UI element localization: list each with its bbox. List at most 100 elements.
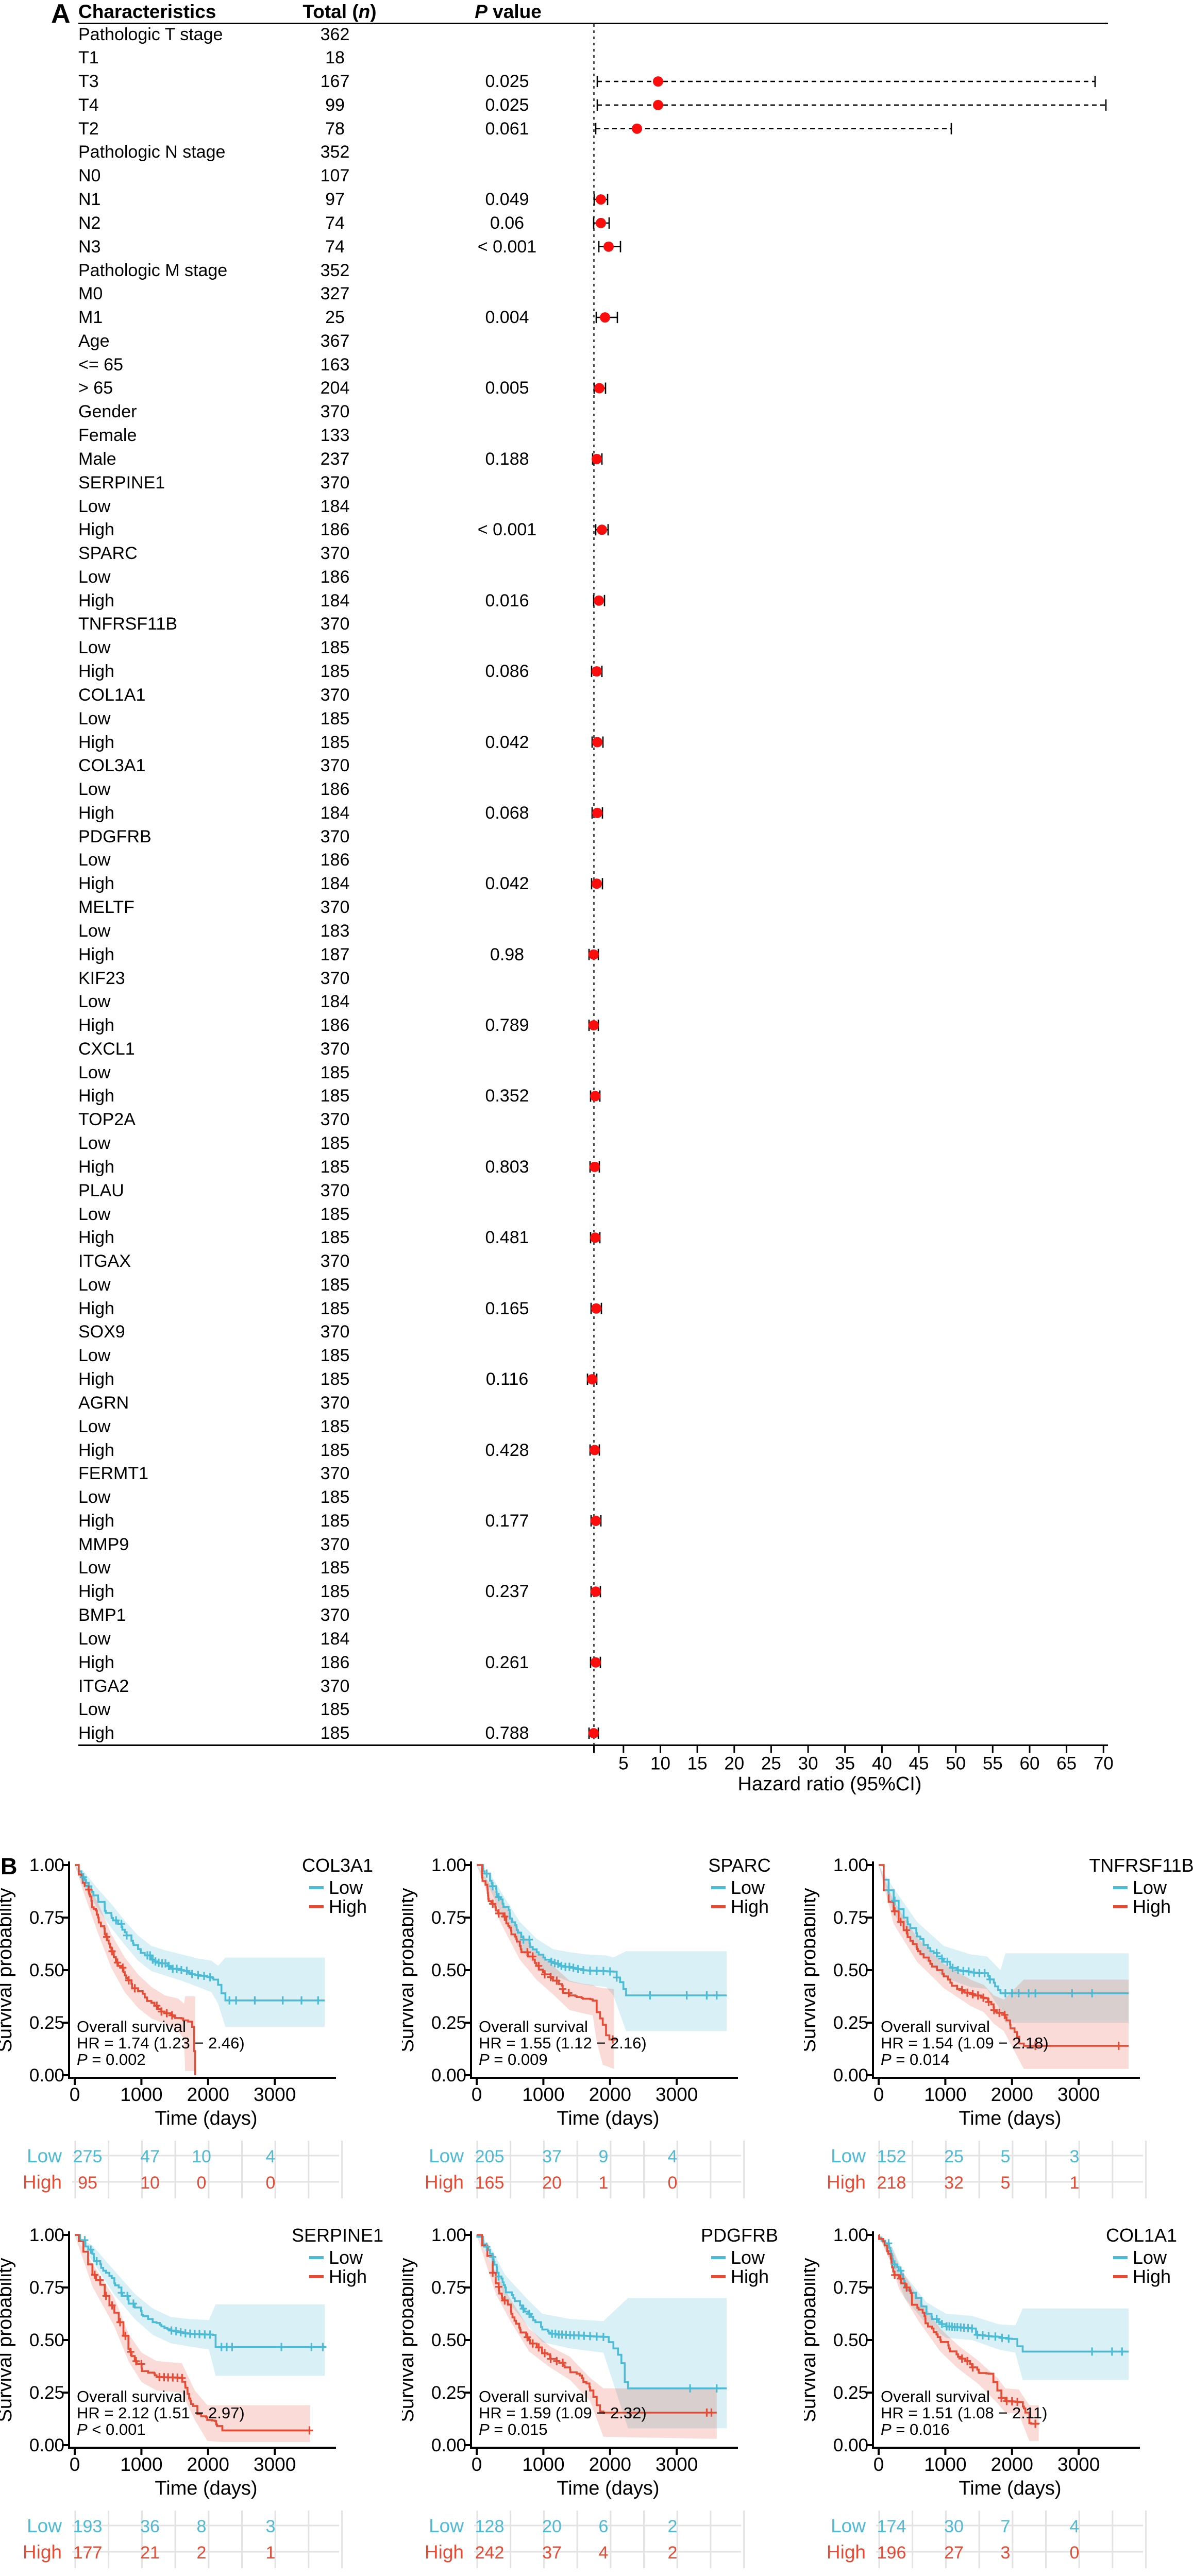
svg-text:1.00: 1.00	[833, 2225, 868, 2245]
svg-text:Overall survival: Overall survival	[881, 2387, 990, 2405]
svg-text:21: 21	[140, 2543, 160, 2563]
svg-text:0.25: 0.25	[431, 2383, 466, 2403]
svg-text:20: 20	[542, 2517, 562, 2536]
svg-text:0: 0	[197, 2173, 207, 2193]
svg-text:10: 10	[140, 2173, 160, 2193]
svg-text:2000: 2000	[991, 2454, 1033, 2475]
svg-text:Survival probability: Survival probability	[804, 2258, 820, 2422]
svg-text:3000: 3000	[1057, 2454, 1100, 2475]
svg-text:P = 0.014: P = 0.014	[881, 2050, 950, 2069]
svg-text:Low: Low	[27, 2515, 62, 2536]
svg-text:High: High	[23, 2541, 62, 2563]
svg-text:5: 5	[1001, 2147, 1011, 2166]
svg-text:128: 128	[475, 2517, 505, 2536]
svg-text:0.00: 0.00	[833, 2065, 868, 2086]
svg-text:40: 40	[872, 1754, 892, 1774]
svg-text:Survival probability: Survival probability	[402, 1888, 418, 2053]
svg-text:0.25: 0.25	[431, 2013, 466, 2033]
svg-text:HR = 1.54 (1.09 − 2.18): HR = 1.54 (1.09 − 2.18)	[881, 2034, 1049, 2052]
svg-text:Low: Low	[731, 1877, 765, 1898]
svg-text:Time (days): Time (days)	[557, 2478, 659, 2499]
svg-text:25: 25	[761, 1754, 781, 1774]
svg-text:High: High	[425, 2172, 464, 2193]
svg-text:65: 65	[1056, 1754, 1077, 1774]
svg-text:9: 9	[599, 2147, 609, 2166]
svg-text:Overall survival: Overall survival	[479, 2387, 588, 2405]
svg-text:0: 0	[70, 2084, 80, 2105]
svg-text:COL3A1: COL3A1	[302, 1855, 373, 1876]
svg-text:Low: Low	[429, 2145, 464, 2166]
svg-text:0.50: 0.50	[431, 2330, 466, 2350]
svg-text:7: 7	[1001, 2517, 1011, 2536]
svg-text:1000: 1000	[120, 2454, 162, 2475]
svg-text:Overall survival: Overall survival	[479, 2018, 588, 2036]
svg-text:HR = 1.51 (1.08 − 2.11): HR = 1.51 (1.08 − 2.11)	[881, 2404, 1047, 2422]
svg-text:152: 152	[877, 2147, 906, 2166]
svg-text:Hazard ratio (95%CI): Hazard ratio (95%CI)	[738, 1773, 922, 1795]
svg-text:3000: 3000	[254, 2084, 296, 2105]
svg-text:2: 2	[197, 2543, 207, 2563]
svg-text:0: 0	[472, 2084, 482, 2105]
svg-text:Low: Low	[27, 2145, 62, 2166]
svg-text:1: 1	[266, 2543, 276, 2563]
svg-text:P < 0.001: P < 0.001	[77, 2420, 146, 2438]
svg-text:0: 0	[472, 2454, 482, 2475]
svg-text:0.00: 0.00	[29, 2065, 64, 2086]
svg-text:8: 8	[197, 2517, 207, 2536]
svg-text:36: 36	[140, 2517, 160, 2536]
svg-text:0.00: 0.00	[833, 2435, 868, 2455]
svg-text:High: High	[329, 2266, 367, 2287]
svg-text:Low: Low	[429, 2515, 464, 2536]
svg-text:1000: 1000	[522, 2454, 564, 2475]
svg-text:High: High	[329, 1896, 367, 1917]
svg-text:1000: 1000	[522, 2084, 564, 2105]
svg-text:174: 174	[877, 2517, 906, 2536]
svg-text:0.75: 0.75	[29, 1908, 64, 1928]
svg-text:218: 218	[877, 2173, 906, 2193]
svg-text:HR = 1.55 (1.12 − 2.16): HR = 1.55 (1.12 − 2.16)	[479, 2034, 647, 2052]
svg-text:25: 25	[944, 2147, 964, 2166]
svg-text:0.00: 0.00	[29, 2435, 64, 2455]
svg-text:3000: 3000	[1057, 2084, 1100, 2105]
svg-text:0: 0	[70, 2454, 80, 2475]
svg-text:1.00: 1.00	[431, 1855, 466, 1875]
svg-text:Survival probability: Survival probability	[804, 1888, 820, 2053]
svg-text:Low: Low	[831, 2145, 866, 2166]
svg-text:P = 0.015: P = 0.015	[479, 2420, 548, 2438]
svg-text:0.50: 0.50	[29, 1960, 64, 1980]
svg-text:37: 37	[542, 2543, 562, 2563]
svg-text:0.00: 0.00	[431, 2065, 466, 2086]
svg-text:0.25: 0.25	[833, 2013, 868, 2033]
svg-text:30: 30	[798, 1754, 818, 1774]
svg-text:Overall survival: Overall survival	[77, 2387, 186, 2405]
svg-text:Survival probability: Survival probability	[0, 1888, 16, 2053]
svg-text:0: 0	[668, 2173, 678, 2193]
svg-text:10: 10	[192, 2147, 211, 2166]
svg-text:2000: 2000	[991, 2084, 1033, 2105]
svg-text:0.50: 0.50	[431, 1960, 466, 1980]
svg-text:0.25: 0.25	[29, 2383, 64, 2403]
svg-text:Survival probability: Survival probability	[0, 2258, 16, 2422]
svg-text:High: High	[425, 2541, 464, 2563]
svg-text:0.25: 0.25	[29, 2013, 64, 2033]
svg-text:1.00: 1.00	[29, 2225, 64, 2245]
svg-text:HR = 2.12 (1.51 − 2.97): HR = 2.12 (1.51 − 2.97)	[77, 2404, 245, 2422]
svg-text:SPARC: SPARC	[708, 1855, 770, 1876]
svg-text:10: 10	[650, 1754, 670, 1774]
svg-text:Time (days): Time (days)	[959, 2108, 1061, 2129]
svg-text:242: 242	[475, 2543, 505, 2563]
svg-text:1.00: 1.00	[431, 2225, 466, 2245]
svg-text:275: 275	[73, 2147, 103, 2166]
svg-text:177: 177	[73, 2543, 103, 2563]
svg-text:30: 30	[944, 2517, 964, 2536]
svg-text:High: High	[731, 1896, 769, 1917]
svg-text:0.75: 0.75	[431, 2278, 466, 2298]
svg-text:0.75: 0.75	[29, 2278, 64, 2298]
svg-text:PDGFRB: PDGFRB	[701, 2225, 778, 2246]
svg-text:Overall survival: Overall survival	[77, 2018, 186, 2036]
svg-text:P = 0.016: P = 0.016	[881, 2420, 950, 2438]
svg-text:37: 37	[542, 2147, 562, 2166]
svg-text:2000: 2000	[187, 2454, 229, 2475]
svg-text:High: High	[1133, 1896, 1171, 1917]
svg-text:0.50: 0.50	[833, 2330, 868, 2350]
